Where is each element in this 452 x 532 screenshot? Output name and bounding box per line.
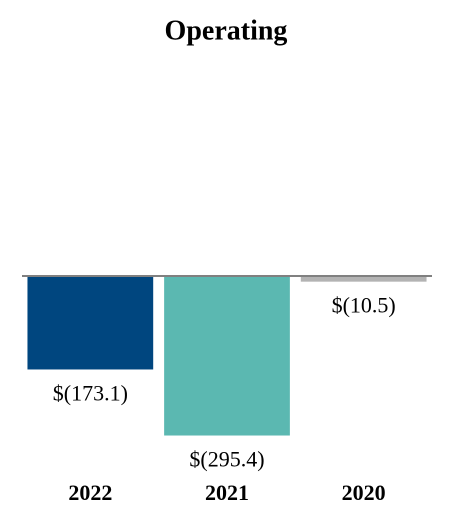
x-tick-label: 2020: [342, 480, 386, 505]
value-label: $(295.4): [189, 447, 264, 472]
x-tick-label: 2022: [68, 480, 112, 505]
bar: [27, 276, 154, 370]
value-label: $(10.5): [332, 293, 396, 318]
bar: [164, 276, 290, 436]
x-tick-label: 2021: [205, 480, 249, 505]
value-label: $(173.1): [53, 381, 128, 406]
chart-title: Operating: [165, 15, 288, 46]
bar: [300, 276, 427, 282]
